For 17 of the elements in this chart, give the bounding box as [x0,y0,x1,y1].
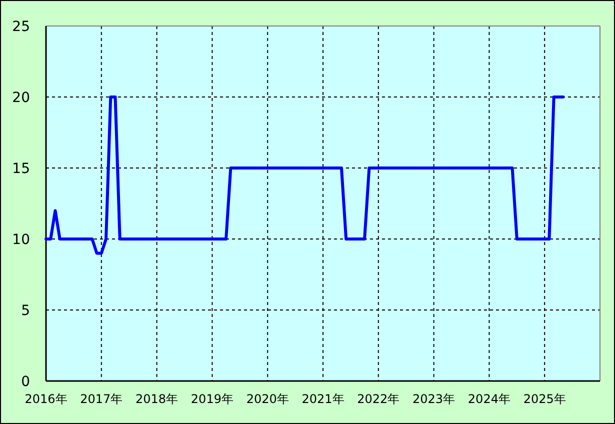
y-tick-label: 25 [12,19,30,35]
x-tick-label: 2019年 [190,392,234,406]
x-tick-label: 2022年 [357,392,400,406]
line-series [44,96,565,255]
y-tick-label: 5 [21,303,30,319]
x-tick-label: 2021年 [302,392,344,406]
x-tick-label: 2024年 [468,392,510,406]
y-tick-label: 15 [12,161,30,177]
x-tick-label: 2025年 [523,392,566,406]
y-tick-label: 20 [12,90,30,106]
x-tick-label: 2016年 [24,392,68,406]
x-tick-label: 2020年 [246,392,289,406]
x-tick-label: 2017年 [80,392,123,406]
y-tick-label: 0 [21,374,30,390]
x-tick-label: 2018年 [136,392,178,406]
x-tick-label: 2023年 [412,392,456,406]
y-tick-label: 10 [12,232,30,248]
